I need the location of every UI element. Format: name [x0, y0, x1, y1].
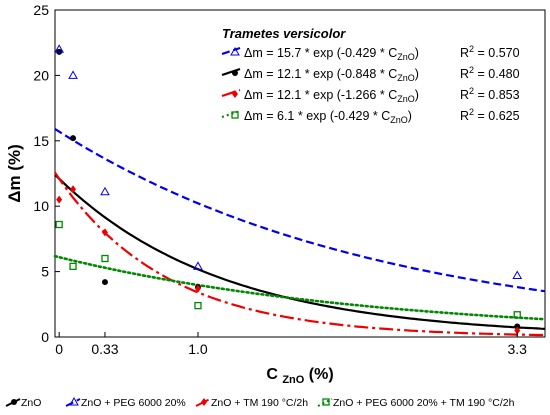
y-tick-label-5: 25 [33, 2, 49, 18]
legend-r2-3: R2 = 0.625 [460, 107, 520, 123]
x-axis-title: C ZnO (%) [266, 366, 333, 386]
data-point-2-2 [101, 228, 108, 237]
data-point-3-1 [69, 262, 77, 271]
bottom-legend-marker-2 [201, 398, 207, 406]
data-point-1-2 [100, 186, 110, 196]
legend-equation-3: Δm = 6.1 * exp (-0.429 * CZnO) [244, 109, 412, 125]
legend-marker-1 [230, 46, 240, 56]
x-tick-label-3: 3.3 [508, 341, 528, 357]
data-point-2-3 [194, 284, 201, 293]
data-point-1-3 [193, 261, 203, 270]
bottom-legend-marker-3 [322, 398, 330, 406]
bottom-legend-marker-0 [11, 399, 17, 405]
legend-line-0 [221, 67, 241, 77]
fit-curve-3 [53, 254, 547, 321]
data-point-0-2 [101, 279, 108, 286]
y-tick-label-1: 5 [41, 264, 49, 280]
y-tick-label-2: 10 [33, 198, 49, 214]
legend-r2-2: R2 = 0.853 [460, 86, 520, 102]
data-point-0-1 [70, 135, 77, 142]
data-point-2-1 [70, 185, 77, 194]
y-tick-label-0: 0 [41, 329, 49, 345]
data-point-3-2 [101, 254, 109, 263]
x-tick-label-2: 1.0 [188, 341, 208, 357]
legend-marker-0 [232, 70, 238, 76]
fit-curve-0 [54, 173, 546, 330]
y-tick-label-4: 20 [33, 67, 49, 83]
legend-line-2 [221, 88, 241, 98]
legend-marker-2 [232, 90, 238, 98]
data-point-1-1 [68, 70, 78, 79]
data-point-1-0 [54, 44, 65, 53]
legend-title: Trametes versicolor [222, 26, 346, 41]
legend-equation-1: Δm = 15.7 * exp (-0.429 * CZnO) [244, 46, 419, 62]
fit-curve-1 [54, 128, 546, 293]
legend-r2-0: R2 = 0.480 [460, 65, 520, 81]
data-point-3-3 [194, 301, 202, 310]
legend-line-1 [221, 46, 241, 56]
x-tick-label-1: 0.33 [91, 341, 118, 357]
legend-r2-1: R2 = 0.570 [460, 44, 520, 60]
bottom-legend-line-1 [65, 398, 81, 407]
y-axis-title: Δm (%) [5, 144, 24, 203]
bottom-legend-label-2: ZnO + TM 190 °C/2h [211, 397, 308, 409]
data-point-2-0 [56, 195, 63, 204]
data-point-1-4 [512, 270, 523, 280]
x-tick-label-0: 0 [55, 341, 63, 357]
fit-curve-2 [54, 171, 546, 337]
data-point-2-4 [514, 326, 521, 335]
y-tick-label-3: 15 [33, 133, 49, 149]
legend-equation-0: Δm = 12.1 * exp (-0.848 * CZnO) [244, 67, 419, 83]
bottom-legend-label-1: ZnO + PEG 6000 20% [81, 397, 186, 409]
data-point-3-4 [513, 311, 521, 319]
data-point-3-0 [55, 220, 63, 229]
bottom-legend-label-3: ZnO + PEG 6000 20% + TM 190 °C/2h [333, 397, 515, 409]
bottom-legend-label-0: ZnO [21, 397, 41, 409]
bottom-legend-marker-1 [69, 396, 79, 406]
legend-marker-3 [231, 111, 239, 119]
legend-equation-2: Δm = 12.1 * exp (-1.266 * CZnO) [244, 88, 419, 104]
